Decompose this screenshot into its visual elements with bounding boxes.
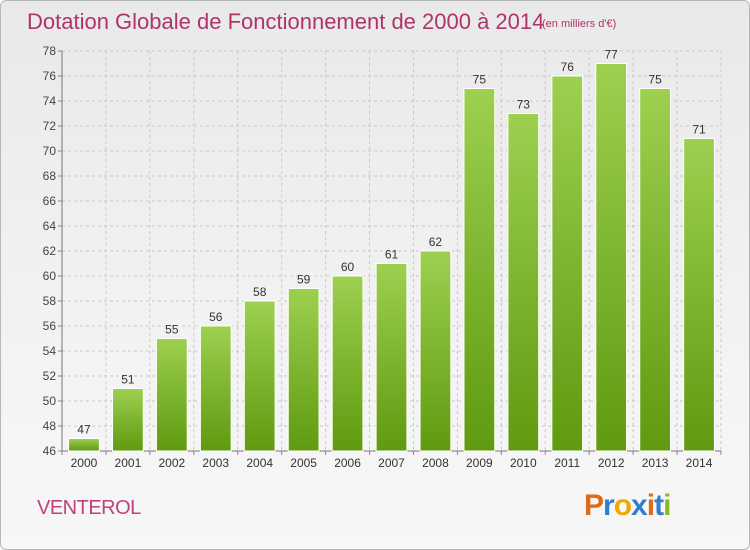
y-tick-label: 60 bbox=[43, 269, 57, 283]
y-tick-label: 68 bbox=[43, 169, 57, 183]
x-tick-label-2010: 2010 bbox=[510, 456, 537, 470]
bar-2002 bbox=[155, 338, 188, 452]
commune-name: VENTEROL bbox=[37, 497, 141, 519]
bar-2001 bbox=[112, 388, 144, 452]
data-label-2009: 75 bbox=[473, 73, 487, 87]
bar-2000 bbox=[68, 438, 100, 452]
y-tick-label: 48 bbox=[43, 419, 57, 433]
data-label-2011: 76 bbox=[561, 60, 575, 74]
x-tick-labels: 2000 2001 2002 2003 2004 2005 2006 2007 2008 2009… bbox=[71, 456, 713, 470]
x-tick-label-2002: 2002 bbox=[158, 456, 185, 470]
data-label-2014: 71 bbox=[692, 123, 706, 137]
y-tick-label: 52 bbox=[43, 369, 57, 383]
y-tick-label: 50 bbox=[43, 394, 57, 408]
y-tick-labels: 46 48 50 52 54 56 58 60 62 64 66 68 70 72 74 76 78 bbox=[43, 44, 57, 458]
x-tick-label-2007: 2007 bbox=[378, 456, 405, 470]
data-labels: 47 51 55 56 58 59 60 61 62 75 73 76 77 75 71 bbox=[77, 48, 706, 437]
x-tick-label-2009: 2009 bbox=[466, 456, 493, 470]
bar-2003 bbox=[199, 325, 232, 452]
y-tick-label: 74 bbox=[43, 94, 57, 108]
bar-2004 bbox=[243, 300, 276, 452]
y-tick-label: 76 bbox=[43, 69, 57, 83]
logo-letter: r bbox=[603, 489, 615, 522]
y-tick-label: 78 bbox=[43, 44, 57, 58]
bars bbox=[68, 63, 715, 452]
chart-title: Dotation Globale de Fonctionnement de 20… bbox=[27, 9, 545, 34]
y-tick-label: 58 bbox=[43, 294, 57, 308]
bar-2010 bbox=[507, 113, 540, 452]
data-label-2013: 75 bbox=[648, 73, 662, 87]
data-label-2005: 59 bbox=[297, 273, 311, 287]
logo-letter: o bbox=[613, 489, 632, 522]
bar-2006 bbox=[331, 275, 364, 452]
y-tick-label: 56 bbox=[43, 319, 57, 333]
bar-2005 bbox=[287, 288, 320, 452]
data-label-2010: 73 bbox=[517, 98, 531, 112]
logo-letter: i bbox=[663, 489, 671, 522]
logo-letter: i bbox=[646, 489, 655, 522]
proxiti-logo: Proxiti bbox=[584, 489, 671, 523]
chart-unit: (en milliers d'€) bbox=[542, 18, 617, 30]
bar-2014 bbox=[683, 138, 715, 452]
y-tick-label: 62 bbox=[43, 244, 57, 258]
data-label-2000: 47 bbox=[77, 423, 91, 437]
y-tick-label: 72 bbox=[43, 119, 57, 133]
x-tick-label-2001: 2001 bbox=[115, 456, 142, 470]
x-tick-label-2014: 2014 bbox=[686, 456, 713, 470]
x-tick-label-2004: 2004 bbox=[246, 456, 273, 470]
y-tick-label: 54 bbox=[43, 344, 57, 358]
bar-2011 bbox=[551, 75, 584, 452]
bar-2008 bbox=[419, 250, 452, 452]
logo-letter: P bbox=[584, 489, 604, 522]
x-tick-label-2003: 2003 bbox=[202, 456, 229, 470]
bar-2009 bbox=[463, 88, 496, 452]
bar-2007 bbox=[375, 263, 408, 452]
bar-2012 bbox=[595, 63, 628, 452]
data-label-2001: 51 bbox=[121, 373, 135, 387]
x-tick-label-2005: 2005 bbox=[290, 456, 317, 470]
y-tick-label: 70 bbox=[43, 144, 57, 158]
y-tick-label: 64 bbox=[43, 219, 57, 233]
data-label-2003: 56 bbox=[209, 310, 223, 324]
x-tick-label-2011: 2011 bbox=[554, 456, 580, 470]
data-label-2006: 60 bbox=[341, 260, 355, 274]
x-tick-label-2006: 2006 bbox=[334, 456, 361, 470]
data-label-2008: 62 bbox=[429, 235, 443, 249]
x-tick-label-2013: 2013 bbox=[642, 456, 669, 470]
logo-letter: x bbox=[631, 489, 648, 522]
data-label-2004: 58 bbox=[253, 285, 267, 299]
x-tick-label-2012: 2012 bbox=[598, 456, 625, 470]
y-tick-label: 46 bbox=[43, 444, 57, 458]
bar-2013 bbox=[639, 88, 671, 452]
y-tick-label: 66 bbox=[43, 194, 57, 208]
data-label-2002: 55 bbox=[165, 323, 179, 337]
x-tick-label-2000: 2000 bbox=[71, 456, 98, 470]
x-tick-label-2008: 2008 bbox=[422, 456, 449, 470]
data-label-2007: 61 bbox=[385, 248, 399, 262]
logo-letter: t bbox=[654, 489, 664, 522]
data-label-2012: 77 bbox=[604, 48, 618, 62]
